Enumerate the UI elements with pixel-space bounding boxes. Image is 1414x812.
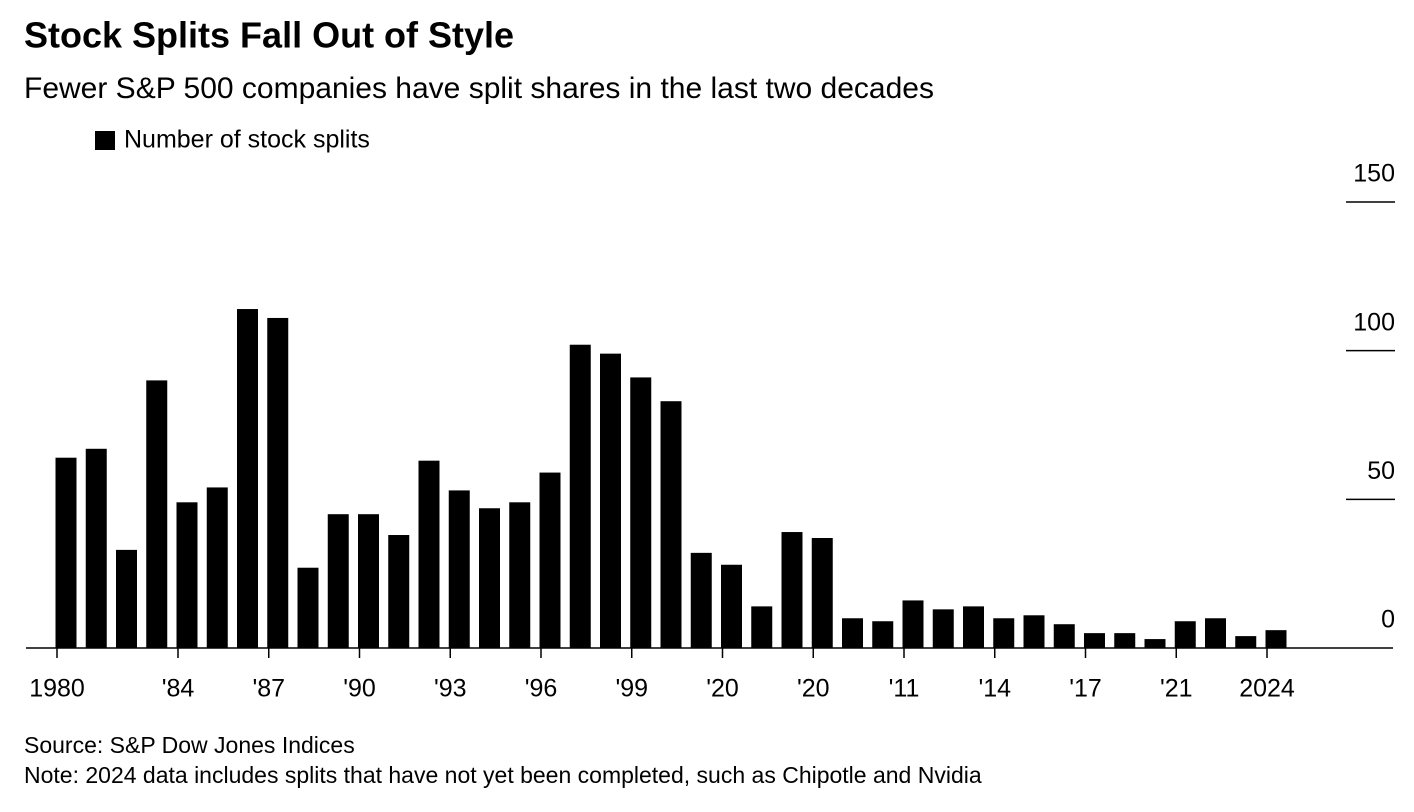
x-tick-label: '84 bbox=[162, 675, 195, 703]
x-tick-label: '93 bbox=[434, 675, 467, 703]
bar bbox=[1205, 618, 1226, 648]
bar bbox=[1265, 630, 1287, 648]
bar bbox=[569, 344, 591, 648]
bar bbox=[1023, 615, 1045, 648]
y-tick-label: 0 bbox=[1381, 606, 1395, 634]
bar bbox=[176, 502, 198, 648]
bar bbox=[1235, 636, 1257, 648]
y-tick-label: 100 bbox=[1353, 308, 1395, 336]
bar bbox=[388, 535, 410, 648]
x-tick-label: '11 bbox=[889, 675, 920, 703]
bar bbox=[146, 380, 168, 648]
x-tick-label: '90 bbox=[343, 675, 376, 703]
chart-title: Stock Splits Fall Out of Style bbox=[24, 15, 514, 56]
x-tick-label: '87 bbox=[252, 675, 285, 703]
bar bbox=[932, 609, 954, 648]
bar bbox=[872, 621, 894, 648]
bar bbox=[751, 606, 773, 648]
bar bbox=[660, 401, 682, 648]
bar bbox=[85, 448, 107, 648]
bar bbox=[116, 549, 137, 648]
bar bbox=[206, 487, 228, 648]
bar bbox=[630, 377, 652, 648]
bar bbox=[1144, 639, 1166, 648]
x-tick-label: 1980 bbox=[29, 675, 85, 703]
bar bbox=[1114, 633, 1136, 648]
bar bbox=[963, 606, 984, 648]
bar bbox=[55, 457, 77, 648]
bar bbox=[811, 537, 833, 648]
bar bbox=[539, 472, 561, 648]
legend-swatch bbox=[95, 131, 115, 150]
bar bbox=[479, 508, 500, 648]
bar bbox=[267, 317, 289, 648]
chart-subtitle: Fewer S&P 500 companies have split share… bbox=[24, 72, 934, 105]
bar bbox=[690, 552, 712, 648]
source: Source: S&P Dow Jones Indices bbox=[24, 732, 355, 758]
x-tick-label: '21 bbox=[1160, 675, 1193, 703]
bar bbox=[237, 309, 258, 648]
note: Note: 2024 data includes splits that hav… bbox=[24, 762, 982, 788]
legend-label: Number of stock splits bbox=[124, 126, 370, 154]
x-tick-label: '99 bbox=[615, 675, 648, 703]
bar bbox=[842, 618, 863, 648]
bar bbox=[1084, 633, 1105, 648]
bar bbox=[993, 618, 1015, 648]
x-tick-label: '17 bbox=[1069, 675, 1102, 703]
x-tick-label: 2024 bbox=[1239, 675, 1295, 703]
x-tick-label: '96 bbox=[525, 675, 558, 703]
bar bbox=[297, 567, 319, 648]
bar bbox=[448, 490, 470, 648]
bar bbox=[358, 514, 379, 648]
y-tick-label: 50 bbox=[1367, 457, 1395, 485]
bar bbox=[418, 460, 440, 648]
bar bbox=[327, 514, 349, 648]
bar bbox=[902, 600, 924, 648]
bar bbox=[1174, 621, 1196, 648]
x-tick-label: '14 bbox=[978, 675, 1011, 703]
x-tick-label: '20 bbox=[797, 675, 830, 703]
bar bbox=[1053, 624, 1075, 648]
x-tick-label: '20 bbox=[706, 675, 739, 703]
bar bbox=[721, 564, 742, 648]
bar bbox=[600, 353, 621, 648]
y-tick-label: 150 bbox=[1353, 160, 1395, 188]
bar bbox=[781, 532, 803, 648]
bar bbox=[509, 502, 531, 648]
